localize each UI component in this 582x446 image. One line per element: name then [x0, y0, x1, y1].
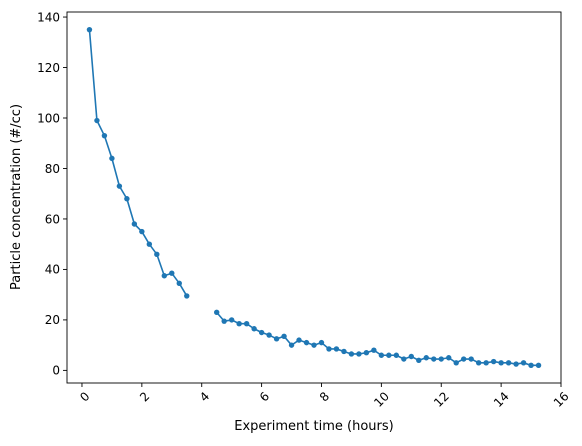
- data-point: [266, 332, 271, 337]
- data-point: [439, 356, 444, 361]
- data-point: [326, 346, 331, 351]
- data-point: [244, 321, 249, 326]
- data-point: [483, 360, 488, 365]
- y-tick-label: 40: [45, 263, 60, 277]
- x-tick-label: 14: [491, 389, 512, 410]
- series-line-segment-2: [217, 312, 539, 365]
- data-point: [528, 363, 533, 368]
- data-point: [521, 360, 526, 365]
- axes-frame: [67, 12, 561, 383]
- data-point: [371, 347, 376, 352]
- data-point: [162, 273, 167, 278]
- x-tick-label: 0: [77, 389, 92, 404]
- data-point: [132, 221, 137, 226]
- data-point: [109, 156, 114, 161]
- data-point: [476, 360, 481, 365]
- y-tick-label: 80: [45, 162, 60, 176]
- y-tick-label: 60: [45, 212, 60, 226]
- y-tick-label: 140: [37, 10, 60, 24]
- y-tick-label: 20: [45, 313, 60, 327]
- data-point: [289, 342, 294, 347]
- data-point: [221, 318, 226, 323]
- data-point: [416, 358, 421, 363]
- data-point: [454, 360, 459, 365]
- data-point: [147, 241, 152, 246]
- data-point: [296, 337, 301, 342]
- data-point: [87, 27, 92, 32]
- data-point: [513, 361, 518, 366]
- data-point: [311, 342, 316, 347]
- data-point: [124, 196, 129, 201]
- data-point: [139, 229, 144, 234]
- series-line-segment-1: [89, 30, 186, 296]
- data-point: [229, 317, 234, 322]
- data-point: [259, 330, 264, 335]
- x-tick-label: 6: [257, 389, 272, 404]
- data-point: [281, 334, 286, 339]
- y-axis-label: Particle concentration (#/cc): [9, 104, 24, 290]
- data-point: [461, 356, 466, 361]
- data-point: [498, 360, 503, 365]
- data-point: [506, 360, 511, 365]
- y-tick-label: 120: [37, 61, 60, 75]
- x-tick-label: 10: [371, 389, 392, 410]
- data-point: [117, 183, 122, 188]
- data-point: [236, 321, 241, 326]
- data-point: [169, 271, 174, 276]
- data-point: [386, 353, 391, 358]
- data-point: [409, 354, 414, 359]
- data-point: [251, 326, 256, 331]
- x-tick-label: 4: [197, 389, 212, 404]
- data-point: [364, 350, 369, 355]
- data-point: [177, 281, 182, 286]
- data-point: [536, 363, 541, 368]
- data-point: [491, 359, 496, 364]
- x-tick-label: 16: [551, 389, 572, 410]
- data-point: [424, 355, 429, 360]
- x-axis-label: Experiment time (hours): [234, 419, 393, 434]
- data-point: [401, 356, 406, 361]
- data-point: [356, 351, 361, 356]
- data-point: [349, 351, 354, 356]
- data-point: [446, 355, 451, 360]
- data-point: [319, 340, 324, 345]
- data-point: [184, 293, 189, 298]
- data-point: [334, 346, 339, 351]
- data-point: [468, 356, 473, 361]
- data-point: [431, 356, 436, 361]
- data-point: [154, 252, 159, 257]
- axes: 0 2 4 6 8 10 12 14 16 0 20 40 60 80 100 120 140: [37, 10, 572, 410]
- data-point: [214, 310, 219, 315]
- x-tick-label: 2: [137, 389, 152, 404]
- plot-area: [87, 27, 542, 368]
- y-tick-label: 100: [37, 111, 60, 125]
- x-tick-label: 8: [317, 389, 332, 404]
- y-tick-label: 0: [52, 364, 60, 378]
- data-point: [274, 336, 279, 341]
- x-tick-label: 12: [431, 389, 452, 410]
- data-point: [394, 353, 399, 358]
- data-point: [94, 118, 99, 123]
- data-point: [304, 340, 309, 345]
- data-point: [102, 133, 107, 138]
- data-point: [379, 353, 384, 358]
- data-point: [341, 349, 346, 354]
